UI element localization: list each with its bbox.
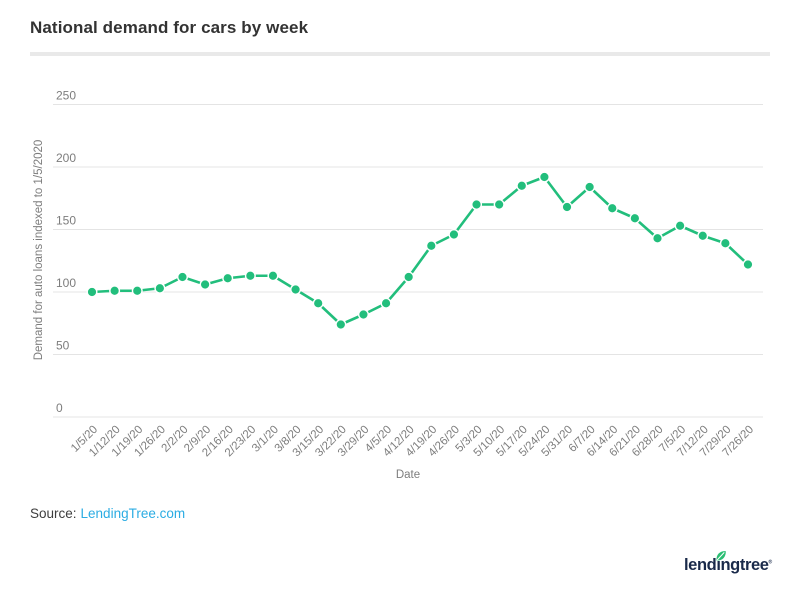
data-point — [493, 198, 505, 210]
data-point — [561, 201, 573, 213]
title-divider — [30, 52, 770, 56]
data-point — [742, 259, 754, 271]
source-link[interactable]: LendingTree.com — [80, 506, 186, 521]
y-tick-label: 200 — [56, 151, 76, 165]
y-tick-label: 250 — [56, 89, 76, 103]
data-point — [154, 282, 166, 294]
data-point — [86, 286, 98, 298]
data-point — [267, 270, 279, 282]
data-point — [697, 230, 709, 242]
leaf-icon — [716, 551, 726, 561]
y-tick-label: 150 — [56, 214, 76, 228]
data-point — [199, 279, 211, 291]
data-point — [290, 284, 302, 296]
source-label: Source: — [30, 506, 77, 521]
data-point — [719, 237, 731, 249]
data-point — [109, 285, 121, 297]
source-line: Source: LendingTree.com — [30, 506, 185, 521]
logo-text: lendingtree — [684, 556, 769, 574]
data-point — [652, 232, 664, 244]
y-tick-label: 100 — [56, 276, 76, 290]
registered-mark-icon: ® — [768, 559, 773, 566]
data-point — [222, 272, 234, 284]
data-point — [516, 180, 528, 192]
data-point — [131, 285, 143, 297]
x-axis-title: Date — [396, 469, 420, 481]
data-point — [335, 319, 347, 331]
y-axis-title: Demand for auto loans indexed to 1/5/202… — [33, 140, 45, 361]
data-point — [538, 171, 550, 183]
data-point — [403, 271, 415, 283]
data-point — [674, 220, 686, 232]
data-point — [425, 240, 437, 252]
data-point — [357, 309, 369, 321]
data-point — [584, 181, 596, 193]
data-point — [471, 198, 483, 210]
data-point — [312, 297, 324, 309]
data-point — [448, 228, 460, 240]
lendingtree-logo: lendingtree® — [684, 551, 773, 582]
data-point — [176, 271, 188, 283]
series-line — [90, 175, 750, 326]
data-point — [380, 297, 392, 309]
data-point — [244, 270, 256, 282]
chart-title: National demand for cars by week — [30, 18, 309, 37]
y-tick-label: 0 — [56, 401, 63, 415]
data-point — [606, 202, 618, 214]
data-point — [629, 212, 641, 224]
y-tick-label: 50 — [56, 339, 70, 353]
